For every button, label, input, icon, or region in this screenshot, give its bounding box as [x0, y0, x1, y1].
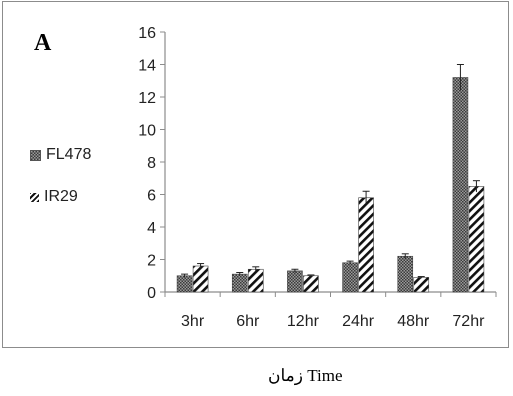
- y-tick-label: 14: [138, 58, 156, 75]
- bar-fl478: [342, 262, 358, 293]
- x-tick-label: 48hr: [397, 313, 430, 330]
- x-tick-label: 24hr: [342, 313, 375, 330]
- y-tick-label: 16: [138, 25, 156, 42]
- bar-ir29: [247, 268, 264, 293]
- bar-ir29: [192, 265, 209, 293]
- panel-label: A: [34, 30, 52, 56]
- legend-label-fl478: FL478: [46, 146, 92, 163]
- bar-fl478: [176, 275, 193, 293]
- y-tick-label: 6: [147, 188, 156, 205]
- bar-fl478: [452, 77, 469, 293]
- y-tick-label: 12: [138, 90, 156, 107]
- x-tick-label: 6hr: [236, 313, 260, 330]
- legend-swatch-ir29: [30, 192, 39, 202]
- bar-ir29: [413, 277, 430, 293]
- y-tick-label: 10: [138, 123, 156, 140]
- legend-label-ir29: IR29: [44, 188, 78, 205]
- x-axis-title: زمان Time: [268, 366, 343, 385]
- y-tick-label: 2: [147, 253, 156, 270]
- bar-ir29: [358, 197, 374, 293]
- bar-fl478: [231, 273, 248, 293]
- y-tick-label: 4: [147, 220, 156, 237]
- bar-fl478: [287, 270, 303, 293]
- y-tick-label: 8: [147, 155, 156, 172]
- bar-ir29: [303, 275, 319, 293]
- y-tick-label: 0: [147, 285, 156, 302]
- bar-fl478: [397, 255, 414, 293]
- legend-item-fl478: FL478: [30, 146, 91, 164]
- x-tick-label: 72hr: [452, 313, 485, 330]
- legend-swatch-fl478: [30, 149, 41, 161]
- x-tick-label: 12hr: [287, 313, 320, 330]
- legend-item-ir29: IR29: [30, 188, 78, 206]
- x-tick-label: 3hr: [181, 313, 205, 330]
- bar-ir29: [468, 186, 485, 293]
